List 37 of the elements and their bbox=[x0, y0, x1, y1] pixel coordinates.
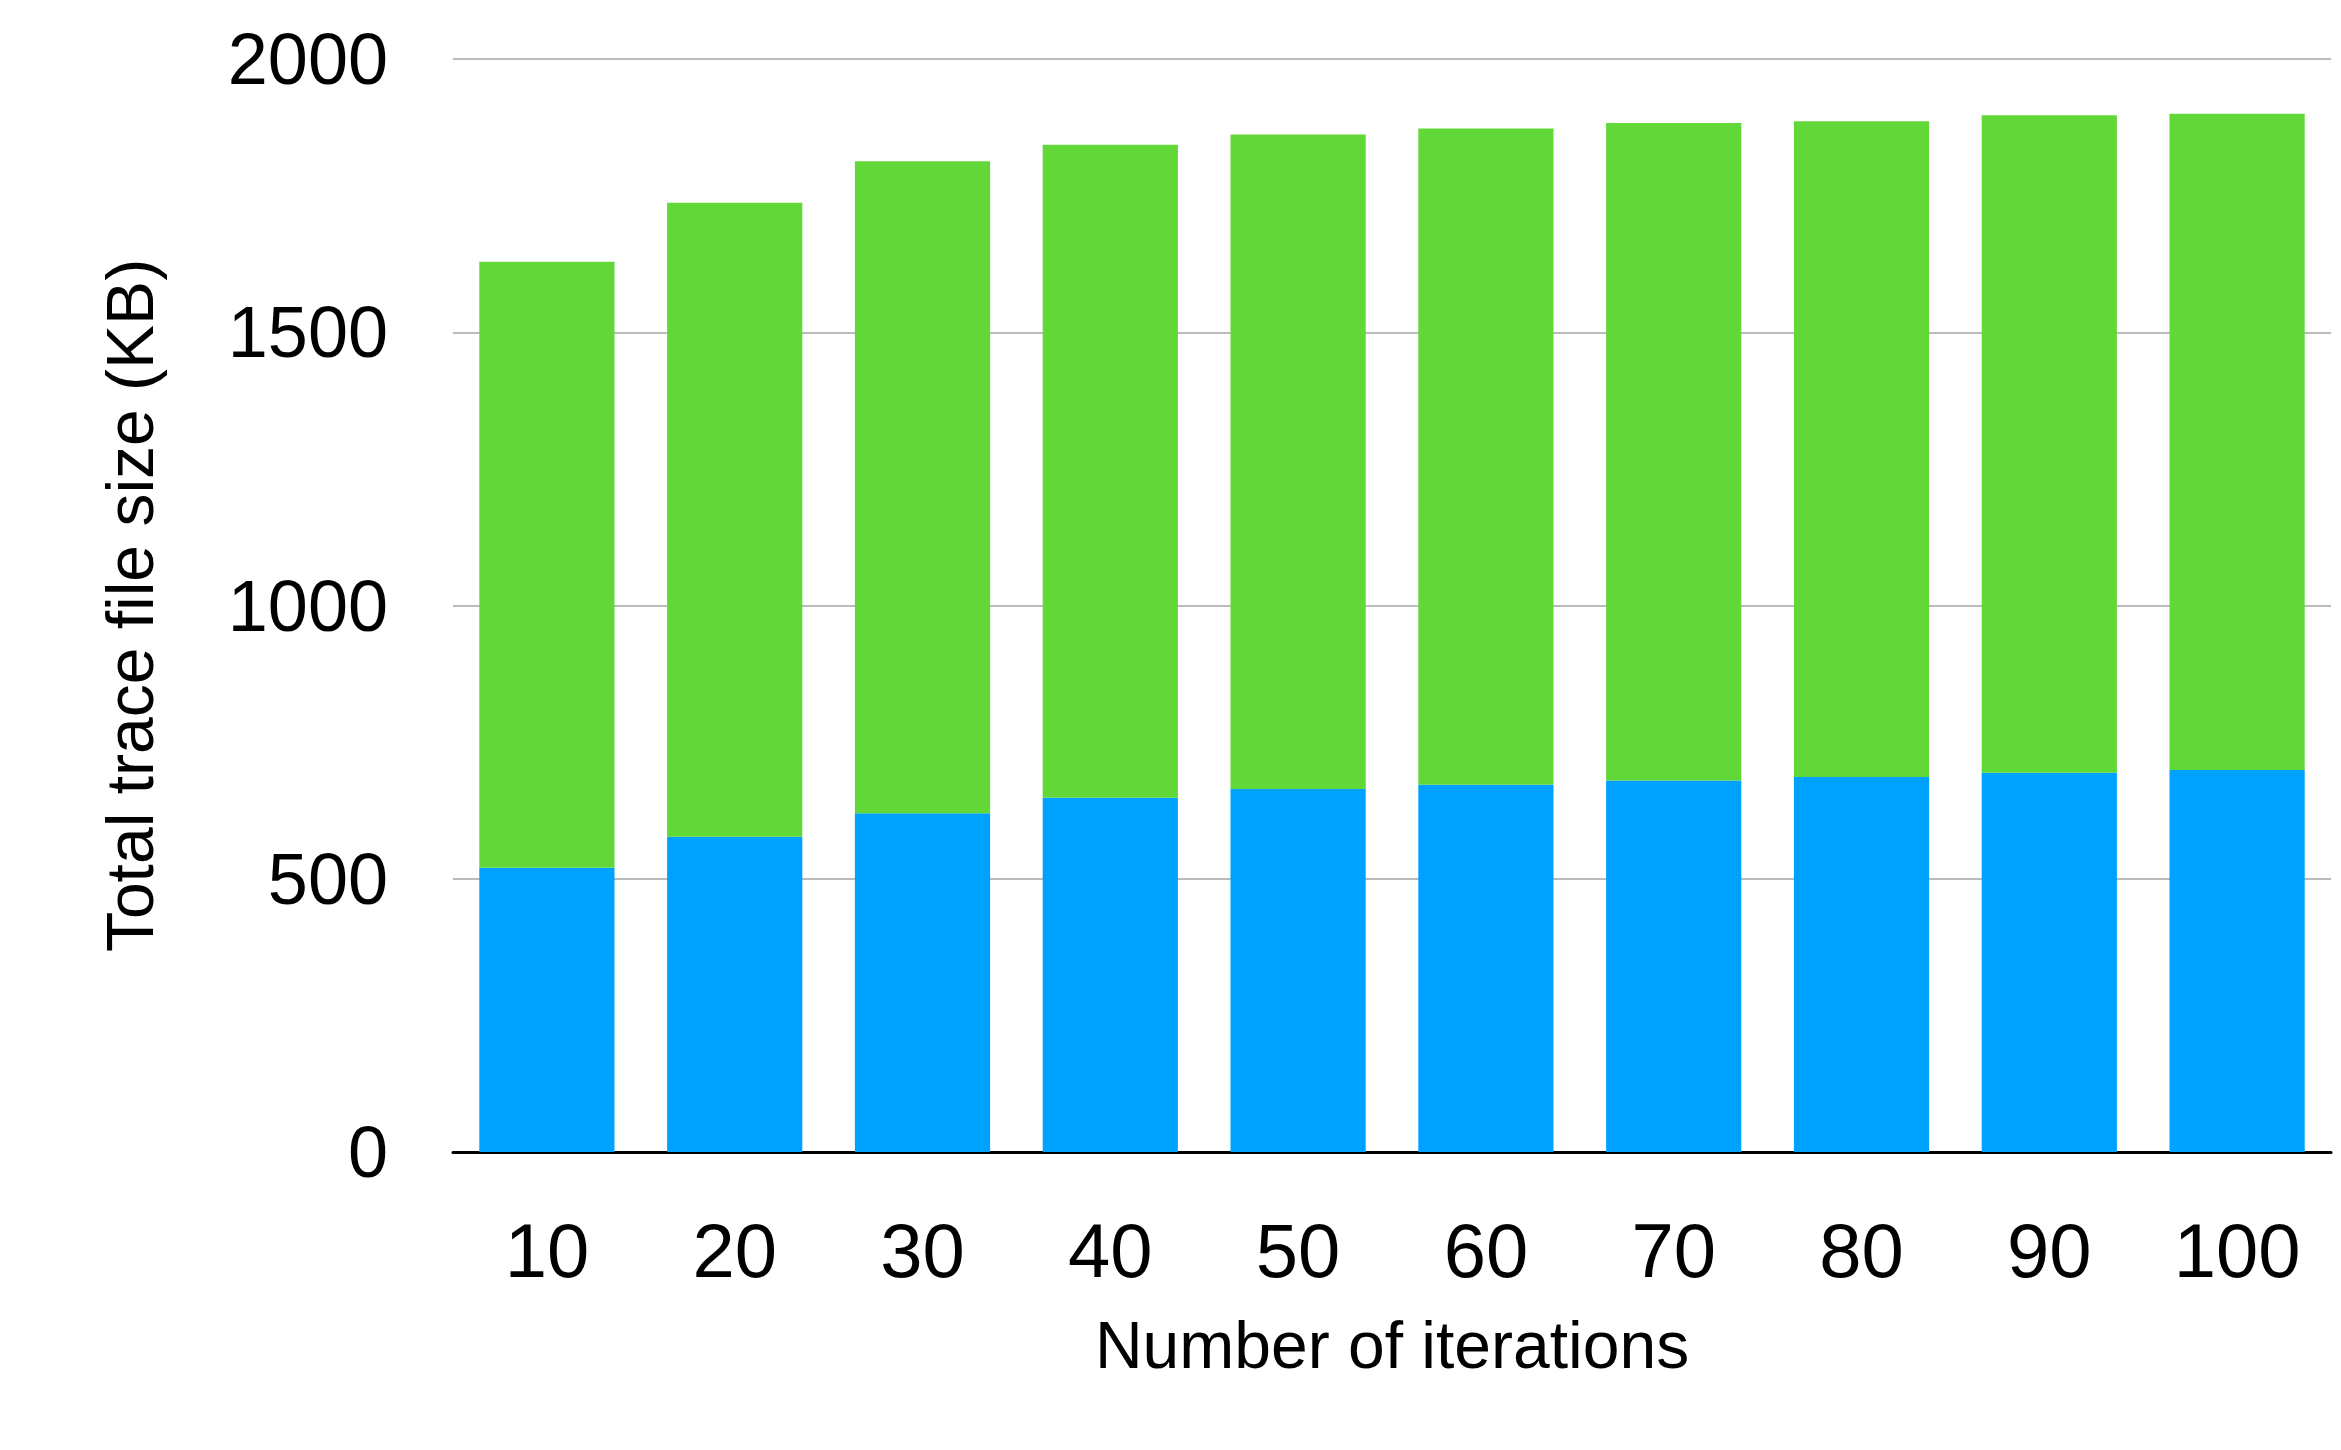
bar bbox=[854, 161, 991, 814]
bar bbox=[1606, 780, 1742, 1152]
bar bbox=[667, 202, 803, 837]
bar bbox=[1418, 784, 1554, 1152]
bar bbox=[479, 867, 615, 1152]
bar bbox=[1418, 128, 1554, 785]
bar bbox=[1981, 772, 2117, 1152]
x-tick-label: 50 bbox=[1255, 1207, 1341, 1293]
y-axis-title: Total trace file size (KB) bbox=[93, 258, 167, 953]
bar bbox=[1042, 144, 1178, 798]
x-tick-label: 90 bbox=[2007, 1207, 2092, 1293]
x-tick-label: 20 bbox=[692, 1207, 777, 1293]
y-tick-label: 2000 bbox=[227, 19, 388, 99]
y-tick-label: 0 bbox=[347, 1112, 388, 1192]
bar bbox=[667, 836, 803, 1152]
bar bbox=[1606, 122, 1742, 781]
bar bbox=[2169, 770, 2305, 1152]
bar bbox=[1230, 789, 1366, 1152]
x-tick-label: 40 bbox=[1068, 1207, 1153, 1293]
x-axis-title: Number of iterations bbox=[1094, 1308, 1690, 1382]
y-tick-label: 1500 bbox=[227, 292, 388, 373]
x-tick-label: 70 bbox=[1631, 1207, 1716, 1293]
bar bbox=[479, 261, 615, 868]
bar bbox=[1230, 134, 1366, 790]
y-tick-label: 1000 bbox=[227, 565, 388, 646]
bar bbox=[1793, 777, 1930, 1152]
bar bbox=[1981, 115, 2117, 773]
x-tick-label: 10 bbox=[504, 1207, 590, 1293]
x-tick-label: 80 bbox=[1819, 1207, 1904, 1293]
bar bbox=[1793, 121, 1930, 778]
bar bbox=[2169, 113, 2305, 770]
y-tick-label: 500 bbox=[267, 838, 388, 919]
x-tick-label: 100 bbox=[2173, 1207, 2301, 1293]
bar bbox=[1042, 797, 1178, 1152]
x-tick-label: 60 bbox=[1443, 1207, 1529, 1293]
x-tick-label: 30 bbox=[880, 1207, 965, 1293]
bar bbox=[854, 813, 991, 1152]
